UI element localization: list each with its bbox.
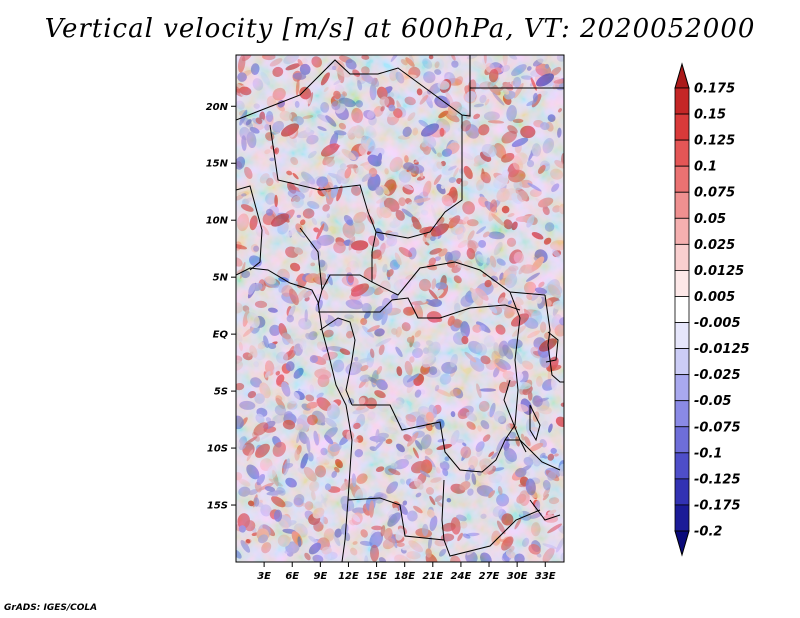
lat-label: 5S [214, 387, 228, 398]
colorbar-label: -0.025 [694, 368, 741, 383]
colorbar-box [674, 400, 690, 428]
longitude-axis: 3E 6E 9E 12E 15E 18E 21E 24E 27E 30E 33E [257, 562, 556, 582]
lon-label: 18E [394, 571, 415, 582]
colorbar-box [674, 426, 690, 454]
grads-credit: GrADS: IGES/COLA [4, 603, 98, 613]
colorbar-label: -0.175 [694, 498, 741, 513]
lon-label: 24E [451, 571, 472, 582]
colorbar-label: 0.1 [694, 160, 717, 175]
colorbar-label: 0.15 [694, 108, 726, 123]
colorbar-box [674, 165, 690, 193]
lon-label: 9E [313, 571, 327, 582]
lat-label: 15N [206, 159, 229, 170]
lat-label: 10S [207, 444, 228, 455]
colorbar-box [674, 243, 690, 271]
lat-label: 10N [206, 216, 229, 227]
colorbar-box [674, 452, 690, 480]
lon-label: 3E [257, 571, 271, 582]
colorbar-label: 0.05 [694, 212, 726, 227]
lon-label: 30E [507, 571, 528, 582]
lat-label: 20N [206, 102, 229, 113]
lon-label: 27E [479, 571, 500, 582]
lon-label: 21E [422, 571, 443, 582]
lat-label: EQ [213, 330, 229, 341]
colorbar-box [674, 270, 690, 297]
lon-label: 15E [366, 571, 387, 582]
lon-label: 6E [285, 571, 299, 582]
lon-label: 33E [535, 571, 556, 582]
colorbar-label: 0.005 [694, 290, 735, 305]
map-frame [235, 54, 565, 563]
colorbar-label: 0.0125 [694, 264, 744, 279]
colorbar-label: -0.1 [694, 446, 722, 461]
country-borders [236, 55, 564, 562]
colorbar-label: -0.0125 [694, 342, 750, 357]
colorbar-box [674, 191, 690, 219]
colorbar-box [674, 478, 690, 506]
colorbar-label: 0.175 [694, 82, 735, 97]
colorbar-label: 0.075 [694, 186, 735, 201]
colorbar-box [674, 296, 690, 323]
colorbar-box [674, 322, 690, 349]
colorbar-top-arrow [674, 62, 690, 89]
colorbar-label: -0.075 [694, 420, 741, 435]
colorbar-label: 0.025 [694, 238, 735, 253]
colorbar: 0.175 0.15 0.125 0.1 0.075 0.05 0.025 0.0125 0.0… [674, 62, 750, 557]
colorbar-box [674, 139, 690, 167]
map-field [236, 55, 564, 562]
lat-label: 15S [207, 501, 228, 512]
lon-label: 12E [338, 571, 359, 582]
colorbar-box [674, 113, 690, 141]
colorbar-box [674, 217, 690, 245]
colorbar-label: 0.125 [694, 134, 735, 149]
colorbar-box [674, 504, 690, 532]
colorbar-bottom-arrow [674, 530, 690, 557]
colorbar-label: -0.005 [694, 316, 741, 331]
colorbar-box [674, 374, 690, 402]
map-title: Vertical velocity [m/s] at 600hPa, VT: 2… [44, 14, 756, 44]
lat-label: 5N [213, 273, 229, 284]
colorbar-label: -0.05 [694, 394, 731, 409]
colorbar-label: -0.125 [694, 472, 741, 487]
colorbar-box [674, 348, 690, 376]
colorbar-box [674, 87, 690, 115]
latitude-axis: 20N 15N 10N 5N EQ 5S 10S 15S [206, 102, 236, 512]
colorbar-label: -0.2 [694, 525, 722, 540]
